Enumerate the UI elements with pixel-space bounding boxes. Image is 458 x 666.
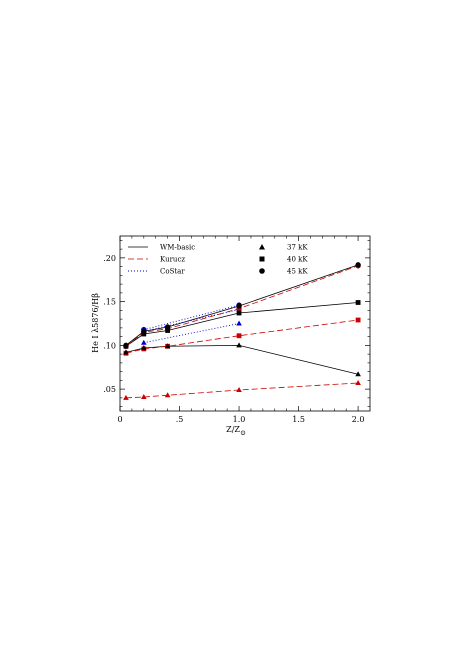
y-tick-label: .10 bbox=[103, 341, 116, 350]
series-markers bbox=[123, 262, 361, 400]
x-tick-labels: 0 .5 1.0 1.5 2.0 bbox=[117, 415, 364, 424]
legend-label-wm-basic: WM-basic bbox=[160, 244, 195, 252]
series-line-kurucz-45-kk bbox=[125, 265, 359, 347]
legend-label-costar: CoStar bbox=[160, 268, 185, 276]
y-tick-label: .20 bbox=[103, 254, 116, 263]
series-lines bbox=[125, 264, 359, 399]
data-point-wm-basic-37-kk bbox=[141, 345, 147, 350]
data-point-wm-basic-40-kk bbox=[165, 328, 171, 333]
data-point-wm-basic-40-kk bbox=[355, 300, 361, 305]
data-point-kurucz-37-kk bbox=[355, 380, 361, 385]
legend-marker-square bbox=[259, 256, 265, 262]
data-point-kurucz-40-kk bbox=[355, 317, 361, 323]
data-point-wm-basic-45-kk bbox=[123, 342, 129, 349]
series-line-kurucz-37-kk bbox=[125, 382, 359, 399]
x-tick-label: 1.5 bbox=[292, 415, 305, 424]
series-line-kurucz-40-kk bbox=[125, 319, 359, 354]
data-point-kurucz-40-kk bbox=[236, 333, 242, 339]
data-point-wm-basic-37-kk bbox=[123, 349, 129, 355]
series-line-wm-basic-37-kk bbox=[125, 344, 359, 375]
series-line-costar-45-kk bbox=[143, 304, 240, 331]
data-point-wm-basic-40-kk bbox=[236, 310, 242, 316]
series-line-costar-40-kk bbox=[143, 309, 240, 332]
data-point-kurucz-37-kk bbox=[164, 392, 171, 398]
data-point-wm-basic-37-kk bbox=[355, 371, 361, 377]
x-tick-label: 0 bbox=[117, 415, 122, 424]
data-point-wm-basic-37-kk bbox=[236, 342, 242, 348]
x-axis-title: Z/Z⊙ bbox=[226, 425, 246, 437]
y-tick-label: .05 bbox=[103, 385, 116, 394]
legend-marker-circle bbox=[259, 268, 265, 274]
data-point-costar-37-kk bbox=[236, 320, 242, 326]
axis-ticks bbox=[119, 236, 370, 411]
series-line-costar-37-kk bbox=[143, 323, 240, 344]
legend-label-45kk: 45 kK bbox=[287, 268, 308, 276]
x-tick-label: 1.0 bbox=[233, 415, 246, 424]
series-line-wm-basic-45-kk bbox=[125, 264, 359, 346]
x-tick-label: .5 bbox=[176, 415, 184, 424]
data-point-wm-basic-37-kk bbox=[164, 343, 171, 349]
data-point-wm-basic-45-kk bbox=[141, 328, 147, 335]
data-point-kurucz-37-kk bbox=[236, 387, 242, 392]
x-tick-label: 2.0 bbox=[352, 415, 365, 424]
legend-label-kurucz: Kurucz bbox=[160, 256, 185, 264]
legend-marker-triangle bbox=[259, 244, 265, 250]
plot-frame bbox=[119, 235, 371, 412]
legend: WM-basic Kurucz CoStar 37 kK 40 kK 45 kK bbox=[128, 244, 308, 276]
legend-label-37kk: 37 kK bbox=[287, 244, 308, 252]
data-point-costar-37-kk bbox=[141, 339, 147, 345]
data-point-wm-basic-45-kk bbox=[164, 324, 171, 330]
data-point-kurucz-37-kk bbox=[123, 394, 129, 400]
data-point-kurucz-37-kk bbox=[141, 394, 147, 399]
y-tick-label: .15 bbox=[103, 298, 116, 307]
y-tick-labels: .05 .10 .15 .20 bbox=[103, 254, 116, 394]
data-point-wm-basic-45-kk bbox=[355, 262, 361, 268]
y-axis-title: He I λ5876/Hβ bbox=[91, 293, 100, 353]
legend-label-40kk: 40 kK bbox=[287, 256, 308, 264]
data-point-wm-basic-45-kk bbox=[236, 303, 242, 309]
